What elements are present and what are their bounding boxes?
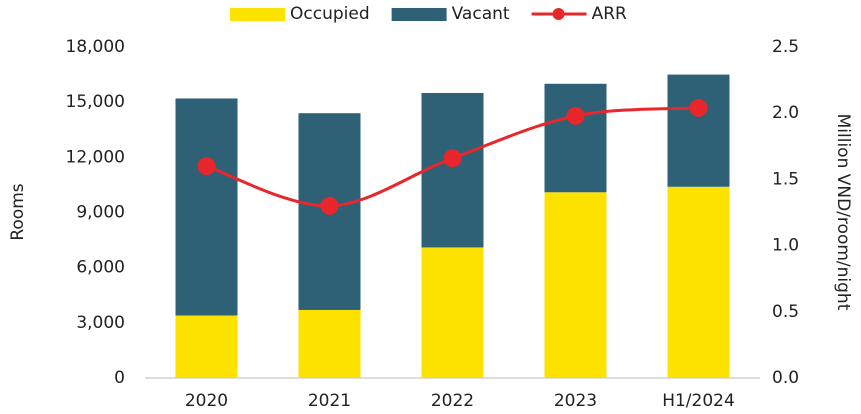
- bar-segment: [298, 309, 361, 378]
- line-marker: [689, 98, 708, 117]
- bar-segment: [175, 98, 238, 316]
- line-marker: [443, 149, 462, 168]
- y-tick-label: 3,000: [76, 313, 125, 333]
- x-tick-label: 2021: [308, 391, 351, 411]
- y-tick-label: 6,000: [76, 258, 125, 278]
- y-tick-label: 15,000: [66, 92, 125, 112]
- legend-label: Vacant: [452, 4, 510, 24]
- bar-segment: [544, 192, 607, 378]
- x-tick-label: 2023: [554, 391, 597, 411]
- y2-tick-label: 0.0: [772, 368, 799, 388]
- bar-segment: [544, 83, 607, 193]
- bar-segment: [421, 247, 484, 378]
- bar-segment: [667, 186, 730, 378]
- x-tick-label: 2020: [185, 391, 228, 411]
- legend-label: ARR: [592, 4, 627, 24]
- line-marker: [320, 196, 339, 215]
- legend-swatch: [391, 8, 447, 21]
- y-tick-label: 0: [114, 368, 125, 388]
- y-tick-label: 12,000: [66, 147, 125, 167]
- legend-marker: [552, 8, 565, 20]
- line-marker: [197, 157, 216, 176]
- y-tick-label: 9,000: [76, 203, 125, 223]
- bar-segment: [667, 74, 730, 187]
- bar-segment: [175, 315, 238, 378]
- legend-label: Occupied: [290, 4, 370, 24]
- line-marker: [566, 106, 585, 125]
- y2-tick-label: 2.5: [772, 37, 799, 57]
- y2-axis-label: Million VND/room/night: [833, 114, 853, 311]
- y2-tick-label: 2.0: [772, 103, 799, 123]
- x-tick-label: H1/2024: [662, 391, 735, 411]
- y2-tick-label: 1.5: [772, 169, 799, 189]
- bar-segment: [421, 92, 484, 248]
- y-axis-label: Rooms: [8, 183, 28, 240]
- y-tick-label: 18,000: [66, 37, 125, 57]
- legend-swatch: [230, 8, 285, 21]
- y2-tick-label: 0.5: [772, 302, 799, 322]
- y2-tick-label: 1.0: [772, 236, 799, 256]
- x-tick-label: 2022: [431, 391, 474, 411]
